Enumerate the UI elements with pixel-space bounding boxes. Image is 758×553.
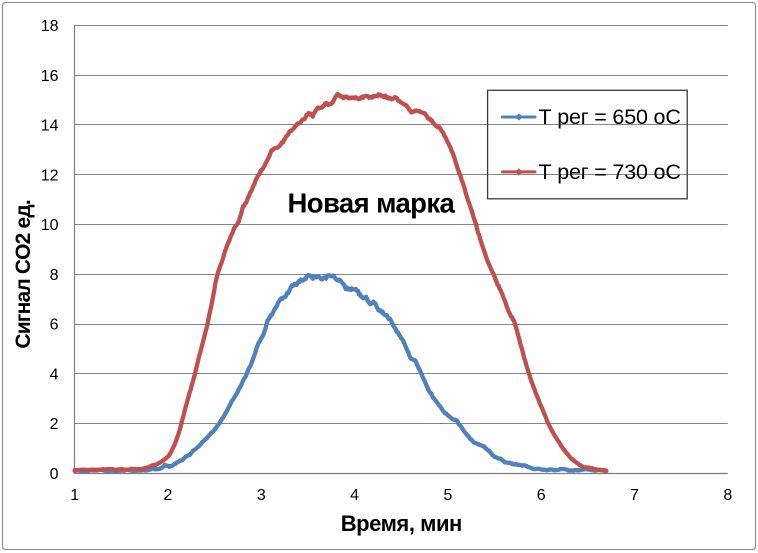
svg-text:2: 2 [50, 416, 59, 433]
svg-text:3: 3 [257, 487, 266, 504]
svg-text:4: 4 [350, 487, 359, 504]
svg-text:Т рег = 650 оС: Т рег = 650 оС [539, 105, 681, 129]
svg-text:1: 1 [70, 487, 79, 504]
svg-text:12: 12 [41, 167, 59, 184]
svg-text:5: 5 [443, 487, 452, 504]
svg-text:Время, мин: Время, мин [341, 511, 462, 536]
svg-text:Т рег = 730 оС: Т рег = 730 оС [539, 160, 681, 184]
svg-text:14: 14 [41, 118, 59, 135]
svg-text:Сигнал CO2 ед.: Сигнал CO2 ед. [12, 200, 35, 348]
svg-text:4: 4 [50, 366, 59, 383]
svg-text:10: 10 [41, 217, 59, 234]
svg-text:0: 0 [50, 466, 59, 483]
svg-text:Новая марка: Новая марка [288, 188, 456, 219]
svg-text:6: 6 [537, 487, 546, 504]
svg-text:18: 18 [41, 18, 59, 35]
svg-text:7: 7 [630, 487, 639, 504]
svg-text:16: 16 [41, 68, 59, 85]
svg-text:8: 8 [723, 487, 732, 504]
svg-text:6: 6 [50, 317, 59, 334]
svg-text:2: 2 [164, 487, 173, 504]
svg-text:8: 8 [50, 267, 59, 284]
